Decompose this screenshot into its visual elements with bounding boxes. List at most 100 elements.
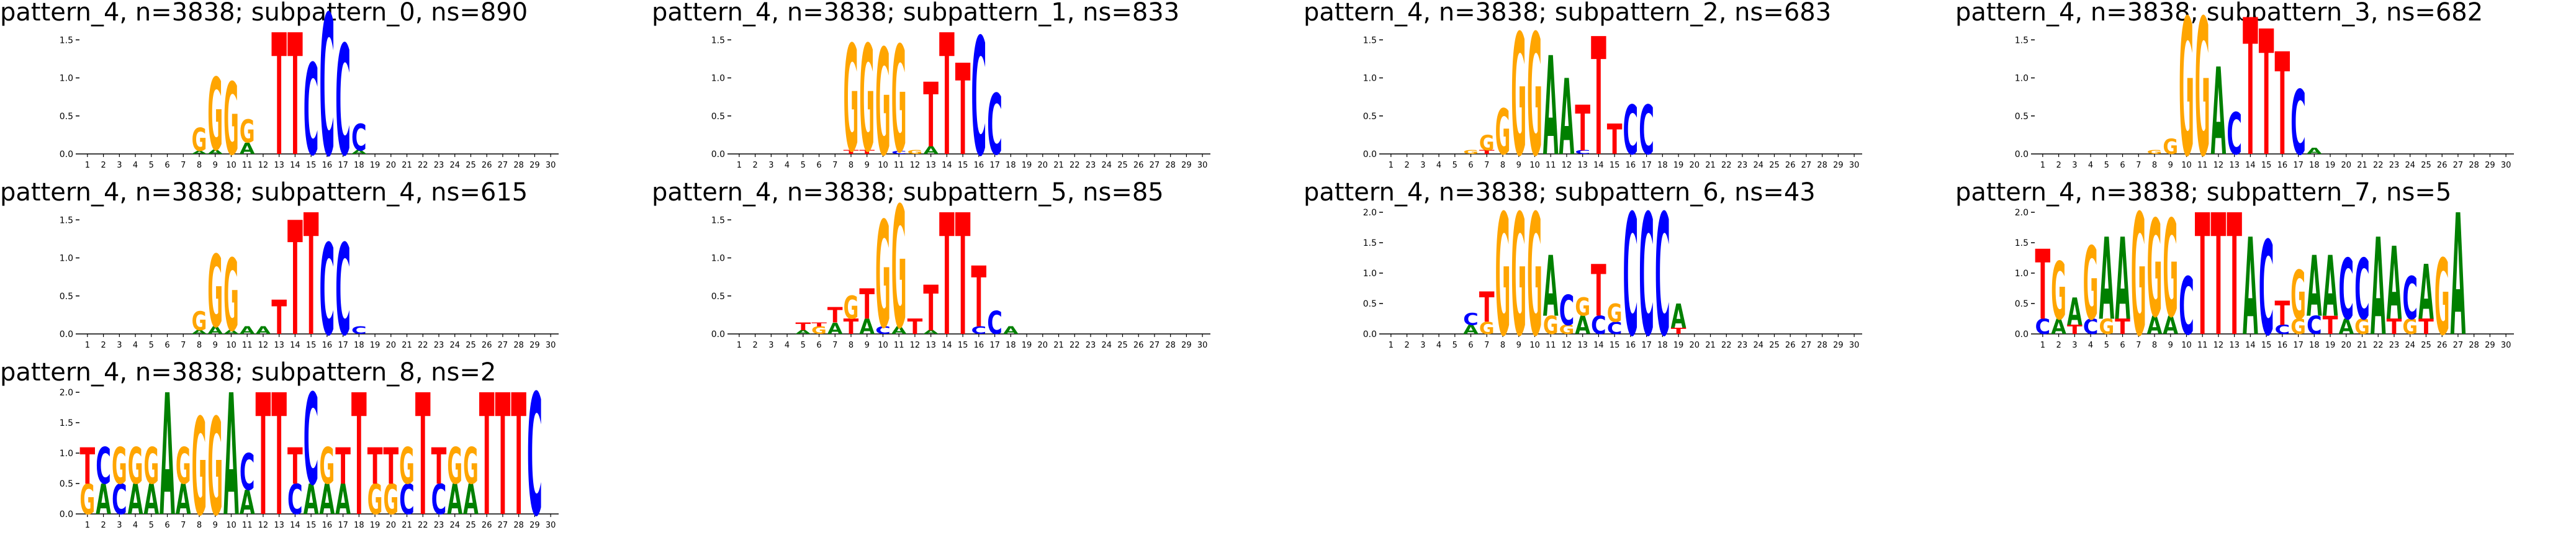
svg-text:G: G xyxy=(1511,179,1526,374)
x-tick-label: 26 xyxy=(1133,161,1144,170)
x-tick-label: 11 xyxy=(1546,161,1556,170)
svg-text:G: G xyxy=(844,290,859,326)
x-tick-label: 21 xyxy=(402,161,412,170)
logo-letter-T: T xyxy=(271,290,287,345)
x-tick-label: 2 xyxy=(1404,341,1409,350)
x-tick-label: 24 xyxy=(449,161,460,170)
x-tick-label: 23 xyxy=(2389,341,2400,350)
svg-text:G: G xyxy=(112,438,127,495)
logo-letter-C: C xyxy=(971,4,987,192)
x-tick-label: 20 xyxy=(386,521,397,530)
x-tick-label: 15 xyxy=(2261,161,2272,170)
logo-letter-A: A xyxy=(2323,238,2338,336)
logo-letter-A: A xyxy=(192,150,207,155)
x-tick-label: 27 xyxy=(498,341,508,350)
svg-text:A: A xyxy=(2418,250,2434,337)
x-tick-label: 18 xyxy=(1657,161,1668,170)
logo-letter-T: T xyxy=(811,322,827,328)
x-tick-label: 29 xyxy=(2485,341,2495,350)
logo-letter-A: A xyxy=(1543,238,1559,336)
x-tick-label: 12 xyxy=(258,341,269,350)
x-tick-label: 29 xyxy=(529,341,540,350)
svg-text:C: C xyxy=(2290,73,2306,176)
logo-letter-G: G xyxy=(1495,179,1511,374)
x-tick-label: 17 xyxy=(338,161,348,170)
logo-letter-A: A xyxy=(223,359,239,540)
svg-text:A: A xyxy=(2338,315,2354,339)
x-tick-label: 14 xyxy=(290,341,300,350)
x-tick-label: 24 xyxy=(2405,341,2415,350)
x-tick-label: 1 xyxy=(737,161,742,170)
svg-text:A: A xyxy=(304,475,319,524)
svg-text:T: T xyxy=(2195,179,2210,374)
x-tick-label: 14 xyxy=(2245,341,2256,350)
svg-text:G: G xyxy=(1543,310,1559,340)
x-tick-label: 24 xyxy=(2405,161,2415,170)
svg-text:G: G xyxy=(875,191,891,361)
logo-letter-T: T xyxy=(2211,179,2227,374)
logo-letter-A: A xyxy=(2211,43,2227,183)
logo-letter-G: G xyxy=(907,149,923,155)
logo-letter-C: C xyxy=(320,0,335,200)
logo-letter-C: C xyxy=(2307,310,2322,340)
svg-text:C: C xyxy=(2083,315,2099,339)
x-tick-label: 2 xyxy=(101,161,106,170)
svg-text:A: A xyxy=(2307,238,2322,336)
svg-text:C: C xyxy=(240,444,255,502)
x-tick-label: 11 xyxy=(894,161,904,170)
x-tick-label: 12 xyxy=(910,161,921,170)
x-tick-label: 21 xyxy=(2357,341,2367,350)
logo-letter-C: C xyxy=(2083,315,2099,339)
logo-letter-G: G xyxy=(2147,149,2163,155)
svg-text:A: A xyxy=(176,475,191,524)
svg-text:T: T xyxy=(1591,250,1606,333)
logo-letter-C: C xyxy=(335,217,351,364)
svg-text:C: C xyxy=(987,305,1002,342)
x-tick-label: 1 xyxy=(1389,341,1394,350)
svg-text:G: G xyxy=(223,63,239,178)
x-tick-label: 3 xyxy=(1420,341,1425,350)
x-tick-label: 28 xyxy=(513,341,524,350)
svg-text:A: A xyxy=(891,324,907,336)
svg-text:T: T xyxy=(495,359,511,540)
x-tick-label: 25 xyxy=(2421,341,2431,350)
logo-letter-A: A xyxy=(2243,210,2258,366)
svg-text:C: C xyxy=(304,367,319,513)
x-tick-label: 29 xyxy=(1181,341,1192,350)
x-tick-label: 3 xyxy=(768,161,773,170)
x-tick-label: 16 xyxy=(974,161,984,170)
svg-text:C: C xyxy=(891,150,907,155)
svg-text:A: A xyxy=(192,150,207,155)
svg-text:A: A xyxy=(447,475,462,524)
logo-letter-G: G xyxy=(2434,237,2450,359)
panel-title: pattern_4, n=3838; subpattern_7, ns=5 xyxy=(1955,178,2452,207)
y-tick-label: 1.0 xyxy=(1363,269,1377,279)
svg-text:C: C xyxy=(399,475,415,524)
x-tick-label: 21 xyxy=(1053,161,1064,170)
x-tick-label: 19 xyxy=(2325,341,2336,350)
x-tick-label: 25 xyxy=(466,521,476,530)
x-tick-label: 3 xyxy=(2072,341,2077,350)
logo-letter-A: A xyxy=(240,483,255,522)
x-tick-label: 2 xyxy=(1404,161,1409,170)
x-tick-label: 29 xyxy=(529,161,540,170)
x-tick-label: 7 xyxy=(2136,161,2141,170)
svg-text:C: C xyxy=(1639,91,1654,170)
x-tick-label: 15 xyxy=(2261,341,2272,350)
x-tick-label: 4 xyxy=(133,161,138,170)
x-tick-label: 27 xyxy=(1150,341,1160,350)
y-tick-label: 1.5 xyxy=(711,215,725,225)
logo-letter-A: A xyxy=(192,329,207,335)
x-tick-label: 30 xyxy=(1197,161,1208,170)
x-tick-label: 21 xyxy=(1705,341,1716,350)
x-tick-label: 1 xyxy=(85,161,90,170)
x-tick-label: 9 xyxy=(865,161,870,170)
svg-text:G: G xyxy=(875,18,891,189)
x-tick-label: 30 xyxy=(546,341,556,350)
svg-text:G: G xyxy=(2290,315,2306,339)
x-tick-label: 15 xyxy=(1610,341,1620,350)
svg-text:G: G xyxy=(2051,246,2066,338)
svg-text:G: G xyxy=(447,438,462,495)
svg-text:A: A xyxy=(923,329,939,335)
logo-letter-G: G xyxy=(240,114,255,150)
